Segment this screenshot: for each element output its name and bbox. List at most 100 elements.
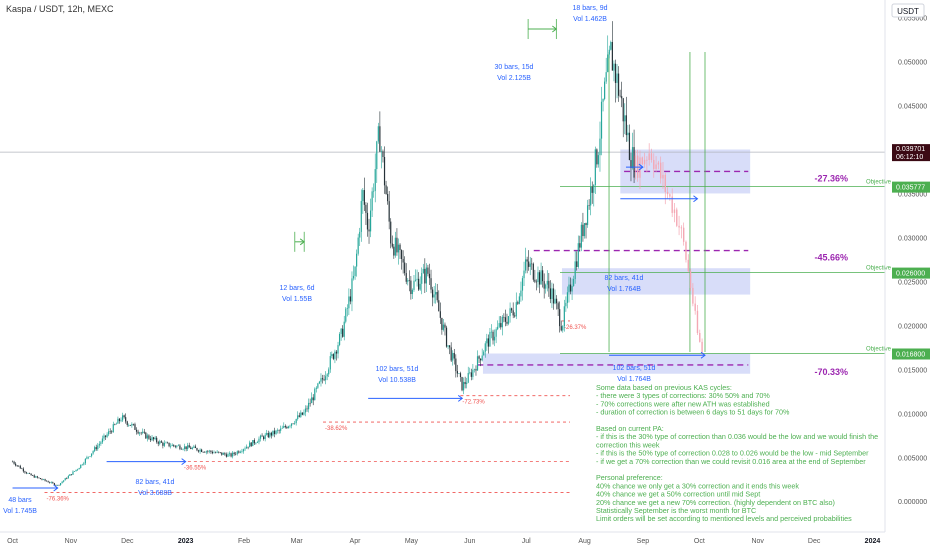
note-line: Statistically September is the worst mon… xyxy=(596,506,756,515)
candle-body xyxy=(81,464,83,466)
note-line: - if we get a 70% correction than we cou… xyxy=(596,457,866,466)
candle-body xyxy=(568,284,570,293)
candle-body xyxy=(630,160,632,169)
measure-label: 102 bars, 51d xyxy=(376,366,419,373)
candle-body xyxy=(462,382,465,391)
current-price-label: 0.039701 xyxy=(896,146,925,153)
candle-body xyxy=(250,442,252,447)
candle-body xyxy=(214,452,217,454)
candle-body xyxy=(497,326,499,330)
zones-layer xyxy=(482,149,751,374)
candle-body xyxy=(352,275,355,279)
candle-body xyxy=(472,369,474,377)
candle-body xyxy=(583,223,586,237)
candle-body xyxy=(281,427,283,429)
candle-body xyxy=(441,317,443,330)
candle-body xyxy=(117,418,119,424)
x-tick-label: Sep xyxy=(637,538,650,545)
y-tick-label: 0.050000 xyxy=(898,60,927,67)
candle-body xyxy=(171,444,173,446)
candle-body xyxy=(137,431,139,434)
note-line: Personal preference: xyxy=(596,473,663,482)
candle-body xyxy=(559,309,561,327)
candle-body xyxy=(537,272,539,283)
x-tick-label: Nov xyxy=(65,538,78,545)
candle-body xyxy=(388,201,390,222)
candle-body xyxy=(562,326,564,331)
candle-body xyxy=(294,423,296,424)
candle-body xyxy=(506,321,508,324)
candle-body xyxy=(126,421,128,425)
projection-candle-body xyxy=(643,159,646,165)
candle-body xyxy=(487,338,489,347)
candle-body xyxy=(447,345,449,347)
candle-body xyxy=(320,378,322,382)
candle-body xyxy=(235,453,237,455)
candle-body xyxy=(464,382,466,385)
measure-label: 82 bars, 41d xyxy=(605,275,644,282)
candle-body xyxy=(354,266,356,276)
candle-body xyxy=(170,445,172,447)
candle-body xyxy=(580,224,582,248)
candle-body xyxy=(33,475,35,478)
candle-body xyxy=(523,270,525,279)
candle-body xyxy=(49,482,51,483)
candle-body xyxy=(121,415,124,421)
y-axis: 0.0550000.0500000.0450000.0400000.035000… xyxy=(892,16,930,506)
candle-body xyxy=(579,243,581,248)
correction-pct-label: -38.62% xyxy=(325,426,348,432)
projection-candle-body xyxy=(662,174,664,179)
candle-body xyxy=(566,292,569,303)
measure-volume-label: Vol 1.764B xyxy=(617,376,651,383)
candle-body xyxy=(120,420,122,422)
candle-body xyxy=(621,96,623,99)
candle-body xyxy=(125,417,127,422)
candle-body xyxy=(173,444,175,446)
objective-badge xyxy=(892,181,930,193)
candle-body xyxy=(21,468,23,470)
candle-body xyxy=(607,54,609,73)
candle-body xyxy=(526,259,528,262)
candle-body xyxy=(24,471,26,473)
candle-body xyxy=(132,423,135,425)
projection-candle-body xyxy=(657,162,660,165)
candle-body xyxy=(515,302,517,317)
candle-body xyxy=(622,98,624,122)
levels-layer: Objective Objective Objective -27.36% -45.66… xyxy=(0,52,892,502)
candle-body xyxy=(145,432,147,439)
candle-body xyxy=(201,449,203,452)
note-line: 40% chance we only get a 30% correction … xyxy=(596,481,799,490)
candle-body xyxy=(565,302,567,307)
candle-body xyxy=(574,261,576,280)
candle-body xyxy=(92,451,94,454)
candle-body xyxy=(218,451,220,453)
objective-badge xyxy=(892,348,930,360)
candle-body xyxy=(284,426,286,428)
candle-body xyxy=(326,374,328,377)
candle-body xyxy=(509,308,511,317)
candle-body xyxy=(404,262,406,274)
measure-label: 18 bars, 9d xyxy=(572,5,607,12)
chart-title: Kaspa / USDT, 12h, MEXC xyxy=(6,4,114,14)
candle-body xyxy=(593,184,595,193)
candle-body xyxy=(177,445,179,447)
candle-body xyxy=(411,289,414,295)
currency-button[interactable] xyxy=(891,3,925,18)
current-price-badge xyxy=(892,144,930,162)
note-line: - if this is the 50% type of correction … xyxy=(596,449,869,458)
projection-candle-body xyxy=(680,227,683,229)
candle-body xyxy=(135,429,138,432)
candle-body xyxy=(323,379,325,381)
candle-body xyxy=(385,185,387,195)
candle-body xyxy=(115,423,117,425)
note-line: - 70% corrections were after new ATH was… xyxy=(596,399,770,408)
candle-body xyxy=(311,397,313,404)
candle-body xyxy=(628,132,631,161)
candle-body xyxy=(368,229,370,232)
candle-body xyxy=(156,437,158,442)
candle-body xyxy=(329,356,331,370)
note-line: correction this week xyxy=(596,440,660,449)
candle-body xyxy=(418,278,420,290)
candle-body xyxy=(224,453,226,455)
